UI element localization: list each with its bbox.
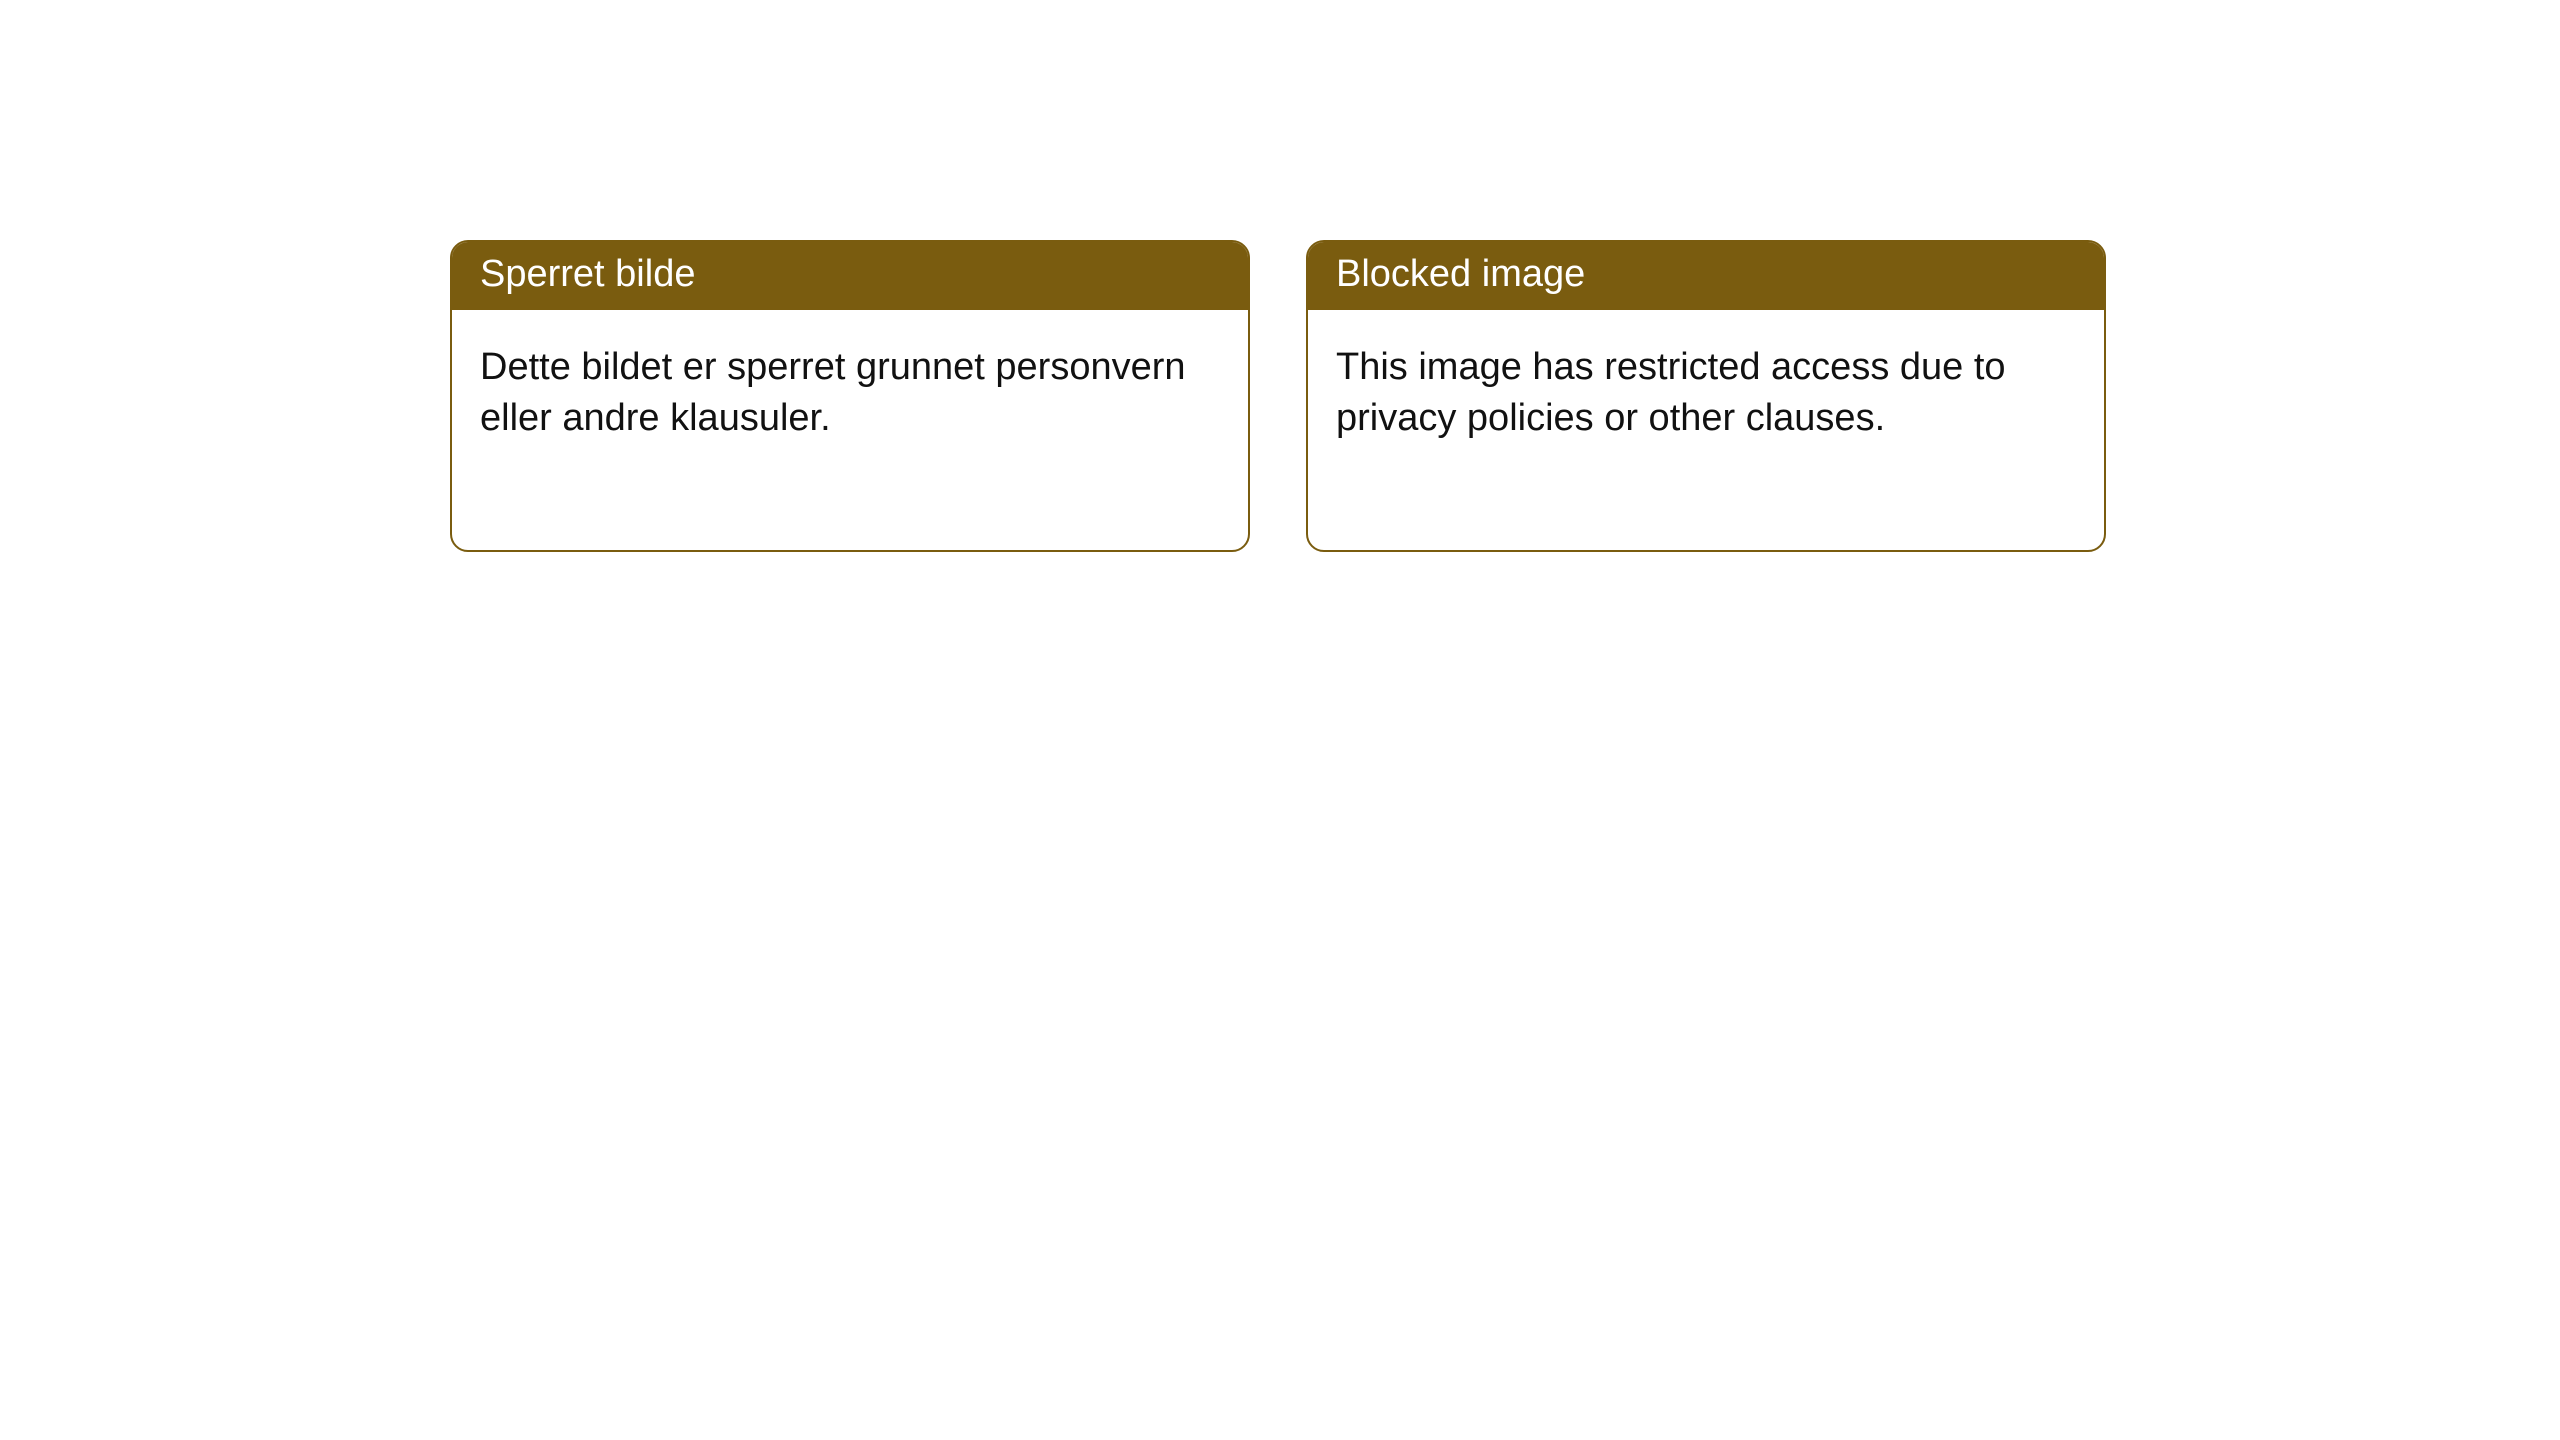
notice-container: Sperret bilde Dette bildet er sperret gr… [450, 240, 2106, 552]
notice-card-english: Blocked image This image has restricted … [1306, 240, 2106, 552]
notice-body-english: This image has restricted access due to … [1308, 310, 2104, 550]
notice-body-norwegian: Dette bildet er sperret grunnet personve… [452, 310, 1248, 550]
notice-header-english: Blocked image [1308, 242, 2104, 310]
notice-header-norwegian: Sperret bilde [452, 242, 1248, 310]
notice-card-norwegian: Sperret bilde Dette bildet er sperret gr… [450, 240, 1250, 552]
